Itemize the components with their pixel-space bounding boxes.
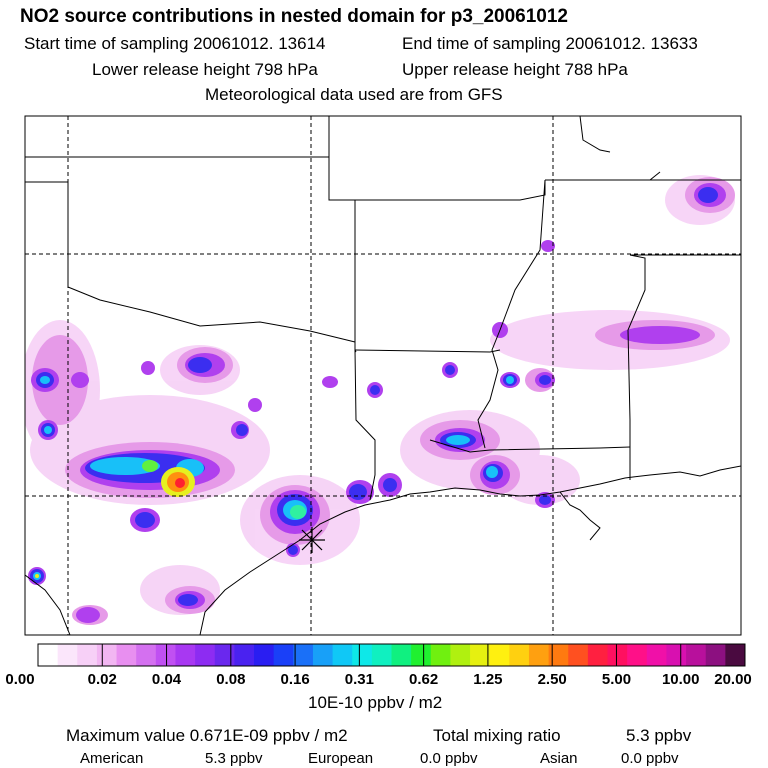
colorbar-tick-label: 0.02: [87, 671, 117, 688]
unit-label: 10E-10 ppbv / m2: [308, 693, 443, 712]
asian-value: 0.0 ppbv: [621, 750, 679, 767]
colorbar-swatch: [57, 644, 78, 666]
end-time-label: End time of sampling 20061012. 13633: [402, 34, 698, 53]
colorbar-swatch: [627, 644, 648, 666]
total-mixing-ratio-label: Total mixing ratio: [433, 726, 561, 745]
total-mixing-ratio-value: 5.3 ppbv: [626, 726, 692, 745]
colorbar-swatch: [332, 644, 353, 666]
colorbar-swatch: [430, 644, 451, 666]
colorbar-swatch: [312, 644, 334, 666]
colorbar-swatch: [509, 644, 530, 666]
colorbar-swatch: [705, 644, 726, 666]
lower-release-height-label: Lower release height 798 hPa: [92, 60, 318, 79]
colorbar-swatch: [77, 644, 98, 666]
american-label: American: [80, 750, 144, 767]
colorbar-swatch: [175, 644, 196, 666]
colorbar-tick-label: 2.50: [537, 671, 567, 688]
colorbar-tick-label: 5.00: [601, 671, 632, 688]
colorbar-swatch: [38, 644, 59, 666]
colorbar-swatch: [489, 644, 510, 666]
colorbar-swatch: [195, 644, 216, 666]
colorbar-swatch: [391, 644, 412, 666]
colorbar-swatch: [411, 644, 432, 666]
colorbar-tick-label: 0.31: [344, 671, 374, 688]
colorbar-swatch: [155, 644, 176, 666]
american-value: 5.3 ppbv: [205, 750, 263, 767]
colorbar-swatch: [273, 644, 294, 666]
colorbar-swatch: [725, 644, 746, 666]
european-value: 0.0 ppbv: [420, 750, 478, 767]
colorbar-swatch: [136, 644, 157, 666]
european-label: European: [308, 750, 374, 767]
colorbar-swatch: [214, 644, 235, 666]
meteorological-data-label: Meteorological data used are from GFS: [205, 85, 503, 104]
colorbar-tick-label: 20.00: [714, 671, 752, 688]
colorbar-swatch: [371, 644, 392, 666]
colorbar-swatch: [587, 644, 609, 666]
colorbar-swatch: [352, 644, 373, 666]
colorbar-tick-label: 0.04: [151, 671, 182, 688]
coastline: [25, 465, 741, 635]
colorbar-swatch: [116, 644, 137, 666]
colorbar-swatch: [568, 644, 589, 666]
maximum-value-label: Maximum value 0.671E-09 ppbv / m2: [66, 726, 348, 745]
colorbar-tick-label: 10.00: [661, 671, 700, 688]
colorbar-tick-label: 0.08: [216, 671, 246, 688]
colorbar-swatch: [607, 644, 628, 666]
start-time-label: Start time of sampling 20061012. 13614: [24, 34, 326, 53]
colorbar-swatch: [293, 644, 314, 666]
colorbar-swatch: [646, 644, 667, 666]
colorbar-swatch: [254, 644, 275, 666]
colorbar-tick-label: 1.25: [473, 671, 503, 688]
page-title: NO2 source contributions in nested domai…: [20, 6, 568, 27]
colorbar-frame: [37, 643, 746, 667]
lat-lon-grid: [25, 116, 741, 635]
colorbar-swatch: [548, 644, 569, 666]
colorbar-swatch: [234, 644, 255, 666]
state-boundaries: [25, 116, 741, 501]
map-frame: [24, 115, 742, 636]
colorbar-swatch: [666, 644, 687, 666]
colorbar-swatch: [450, 644, 471, 666]
colorbar: [37, 643, 746, 667]
plume-layer: [25, 175, 735, 625]
colorbar-swatch: [528, 644, 550, 666]
upper-release-height-label: Upper release height 788 hPa: [402, 60, 628, 79]
asian-label: Asian: [540, 750, 578, 767]
colorbar-swatch: [470, 644, 491, 666]
colorbar-swatch: [96, 644, 118, 666]
colorbar-tick-label: 0.62: [409, 671, 439, 688]
colorbar-tick-label: 0.00: [5, 671, 35, 688]
colorbar-tick-label: 0.16: [280, 671, 310, 688]
star-icon: [299, 527, 325, 553]
colorbar-swatch: [686, 644, 707, 666]
